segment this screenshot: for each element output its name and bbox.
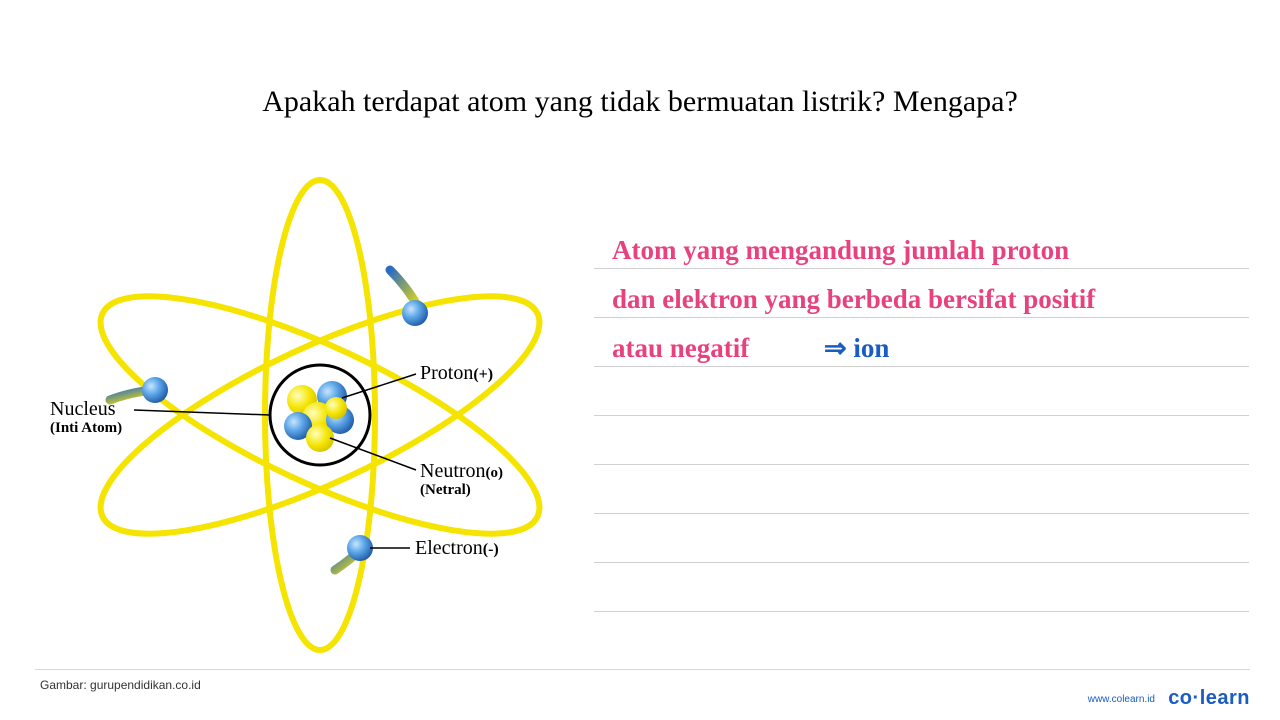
brand-url: www.colearn.id [1088,694,1155,705]
label-proton-suffix: (+) [473,366,493,383]
note-text: dan elektron yang berbeda bersifat posit… [612,284,1095,315]
label-electron-suffix: (-) [483,541,499,558]
label-nucleus: Nucleus (Inti Atom) [50,398,122,437]
note-line [594,367,1249,416]
notes-area: Atom yang mengandung jumlah proton dan e… [594,220,1249,612]
note-line: Atom yang mengandung jumlah proton [594,220,1249,269]
label-proton: Proton(+) [420,362,493,384]
note-text: Atom yang mengandung jumlah proton [612,235,1069,266]
atom-diagram: Nucleus (Inti Atom) Proton(+) Neutron(o)… [40,170,580,670]
note-text: atau negatif [612,333,749,364]
note-line [594,514,1249,563]
note-line: dan elektron yang berbeda bersifat posit… [594,269,1249,318]
footer-divider [35,669,1250,670]
note-line [594,563,1249,612]
label-neutron-sub: (Netral) [420,482,503,499]
brand-logo: co·learn [1168,687,1250,710]
label-nucleus-main: Nucleus [50,398,116,420]
label-electron-main: Electron [415,537,483,559]
note-line: atau negatif ⇒ ion [594,318,1249,367]
label-neutron-main: Neutron [420,460,486,482]
note-line [594,416,1249,465]
label-neutron-suffix: (o) [486,465,504,481]
image-source: Gambar: gurupendidikan.co.id [40,678,201,692]
label-electron: Electron(-) [415,537,499,559]
note-line [594,465,1249,514]
note-text-ion: ⇒ ion [824,333,889,364]
page-title: Apakah terdapat atom yang tidak bermuata… [0,85,1280,119]
label-neutron: Neutron(o) (Netral) [420,460,503,499]
label-proton-main: Proton [420,362,473,384]
label-nucleus-sub: (Inti Atom) [50,420,122,437]
